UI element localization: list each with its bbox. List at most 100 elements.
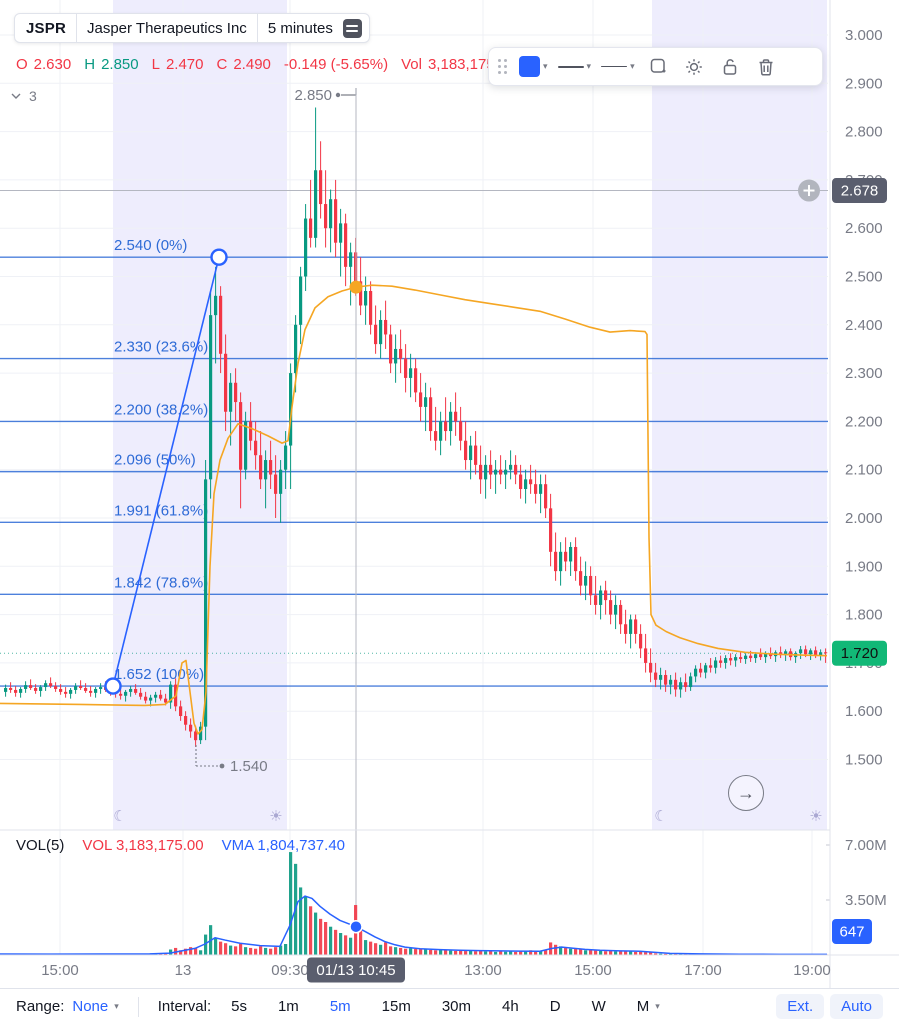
- volume-legend[interactable]: VOL(5) VOL 3,183,175.00 VMA 1,804,737.40: [16, 837, 345, 854]
- ext-hours-button[interactable]: Ext.: [776, 994, 825, 1019]
- volume-bar: [279, 945, 283, 955]
- candle-body: [29, 685, 33, 689]
- delete-button[interactable]: [753, 54, 779, 80]
- price-axis-panel[interactable]: [830, 0, 899, 988]
- open-label: O: [16, 56, 28, 73]
- volume-bar: [484, 951, 488, 955]
- volume-bar: [614, 951, 618, 955]
- volume-bar: [319, 918, 323, 955]
- company-name[interactable]: Jasper Therapeutics Inc: [87, 19, 247, 37]
- candle-body: [434, 431, 438, 441]
- volume-bar: [274, 947, 278, 955]
- trend-line-anchor[interactable]: [210, 248, 228, 266]
- crosshair-time-badge: [307, 957, 405, 983]
- volume-bar: [244, 947, 248, 955]
- volume-bar: [579, 949, 583, 955]
- candle-body: [419, 392, 423, 407]
- line-width-button[interactable]: ▾: [557, 61, 591, 72]
- symbol-info-bar[interactable]: JSPR Jasper Therapeutics Inc 5 minutes: [14, 13, 370, 43]
- object-tree-toggle[interactable]: 3: [11, 88, 37, 104]
- candle-body: [604, 590, 608, 601]
- volume-bar: [554, 944, 558, 955]
- candle-body: [819, 652, 823, 656]
- fib-level-label: 1.652 (100%): [114, 666, 204, 683]
- clone-drawing-button[interactable]: [645, 54, 671, 80]
- volume-bar: [324, 922, 328, 955]
- volume-bar: [194, 947, 198, 955]
- candle-body: [539, 484, 543, 494]
- sun-icon: ☀: [809, 808, 822, 825]
- open-value: 2.630: [33, 56, 72, 73]
- candle-body: [264, 460, 268, 480]
- interval-5m[interactable]: 5m: [329, 998, 351, 1015]
- line-style-button[interactable]: ▾: [601, 61, 635, 72]
- interval-M[interactable]: M: [636, 998, 650, 1015]
- interval-15m[interactable]: 15m: [381, 998, 411, 1015]
- lock-button[interactable]: [717, 54, 743, 80]
- drag-handle-icon[interactable]: [498, 59, 507, 74]
- range-selector[interactable]: None: [72, 998, 109, 1015]
- interval-W[interactable]: W: [591, 998, 606, 1015]
- candle-body: [9, 688, 13, 690]
- candle-body: [244, 421, 248, 470]
- time-tick-label: 13: [175, 962, 192, 979]
- candle-body: [799, 649, 803, 654]
- volume-bar: [364, 940, 368, 955]
- volume-bar: [409, 948, 413, 955]
- candle-body: [299, 276, 303, 325]
- sun-icon: ☀: [269, 808, 282, 825]
- interval-5s[interactable]: 5s: [231, 998, 247, 1015]
- candle-body: [99, 687, 103, 689]
- interval-buttons: 5s 1m 5m 15m 30m 4h D W M: [231, 998, 649, 1015]
- vwap-line[interactable]: [0, 284, 828, 735]
- fib-level-label: 2.096 (50%): [114, 452, 196, 469]
- auto-scale-button[interactable]: Auto: [830, 994, 883, 1019]
- volume-bar: [449, 950, 453, 955]
- volume-ma-line[interactable]: [0, 895, 827, 956]
- candle-body: [324, 204, 328, 229]
- candle-body: [34, 688, 38, 691]
- candle-body: [534, 484, 538, 494]
- candle-body: [214, 295, 218, 316]
- interval-1m[interactable]: 1m: [277, 998, 299, 1015]
- drawing-toolbar[interactable]: ▾ ▾ ▾: [488, 47, 823, 86]
- volume-bar: [509, 951, 513, 955]
- candle-body: [44, 683, 48, 688]
- trend-line-anchor[interactable]: [104, 677, 122, 695]
- interval-30m[interactable]: 30m: [441, 998, 472, 1015]
- candle-body: [229, 382, 233, 412]
- interval-4h[interactable]: 4h: [502, 998, 519, 1015]
- interval-label[interactable]: 5 minutes: [267, 19, 333, 37]
- candle-body: [134, 688, 138, 693]
- candle-body: [94, 688, 98, 693]
- volume-bar: [289, 852, 293, 955]
- go-to-realtime-button[interactable]: →: [728, 775, 764, 811]
- volume-bar: [329, 926, 333, 955]
- volume-indicator-label[interactable]: VOL(5): [16, 837, 65, 854]
- candle-body: [494, 469, 498, 475]
- candle-body: [374, 324, 378, 345]
- volume-bar: [424, 948, 428, 955]
- volume-bar: [384, 942, 388, 955]
- settings-button[interactable]: [681, 54, 707, 80]
- volume-bar: [524, 950, 528, 955]
- candle-body: [179, 706, 183, 717]
- legend-menu-icon[interactable]: [342, 18, 362, 38]
- volume-bar: [494, 951, 498, 955]
- candle-body: [129, 688, 133, 692]
- chart-canvas[interactable]: 2.540 (0%) 2.330 (23.6%) 2.200 (38.2%) 2.09…: [0, 0, 899, 988]
- change-value: -0.149 (-5.65%): [283, 56, 389, 73]
- volume-bar: [214, 937, 218, 955]
- candle-body: [764, 653, 768, 658]
- symbol-ticker[interactable]: JSPR: [26, 19, 66, 37]
- volume-bar: [404, 948, 408, 955]
- color-picker-button[interactable]: ▾: [519, 56, 548, 77]
- last-price-badge-label: 1.720: [841, 645, 879, 662]
- color-swatch[interactable]: [519, 56, 540, 77]
- candle-body: [414, 368, 418, 393]
- trend-line[interactable]: [112, 256, 220, 687]
- extended-hours-band: [652, 0, 827, 830]
- interval-D[interactable]: D: [549, 998, 561, 1015]
- candle-body: [184, 716, 188, 725]
- candle-body: [704, 665, 708, 673]
